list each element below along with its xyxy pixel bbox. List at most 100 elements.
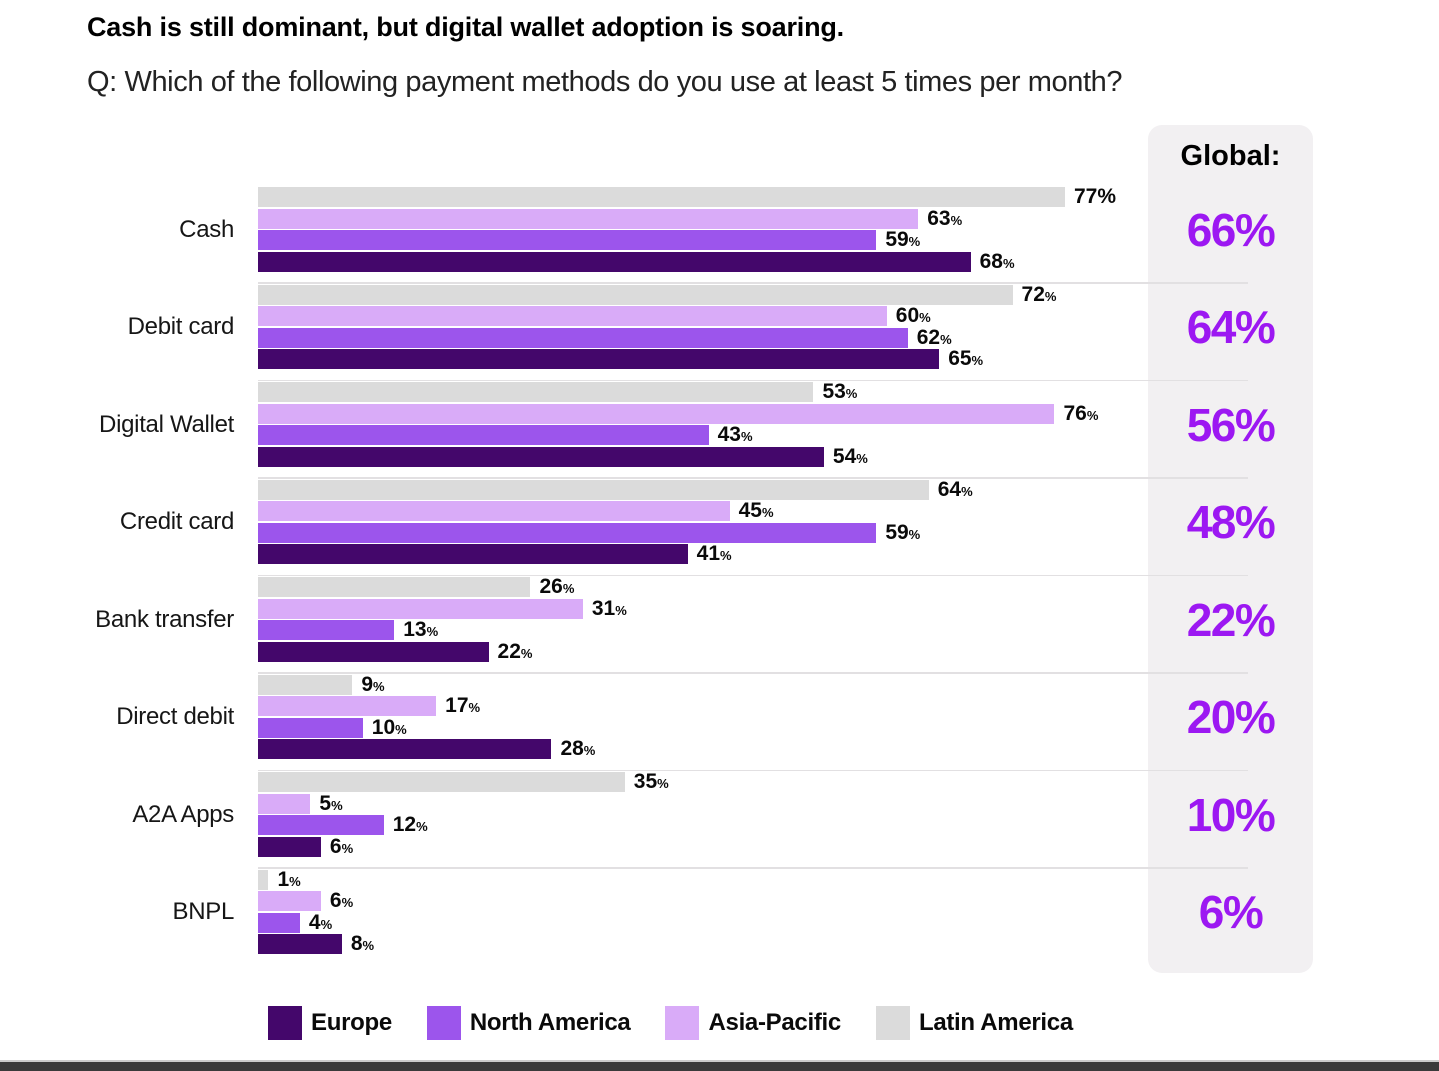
legend-item-asia-pacific: Asia-Pacific: [665, 1006, 841, 1040]
bar-latin-america: [258, 479, 929, 500]
percent-sign: %: [908, 526, 921, 542]
bar-north-america: [258, 425, 709, 446]
bar-value-label: 64%: [937, 477, 973, 501]
legend-item-north-america: North America: [426, 1006, 631, 1040]
percent-sign: %: [1002, 255, 1015, 271]
bar-europe: [258, 251, 971, 272]
percent-sign: %: [940, 331, 952, 347]
percent-sign: %: [961, 483, 973, 499]
percent-sign: %: [468, 700, 481, 716]
bar-group-bnpl: BNPL 1% 6% 4% 8% 6%: [0, 867, 1439, 966]
legend-swatch: [875, 1006, 910, 1040]
bar-value-label: 8%: [350, 932, 375, 956]
global-value: 20%: [1186, 691, 1276, 743]
bar-group-direct-debit: Direct debit 9% 17% 10% 28% 20%: [0, 672, 1439, 771]
bar-value-label: 6%: [329, 889, 354, 913]
bar-value-label: 12%: [392, 813, 428, 837]
bar-europe: [258, 934, 342, 955]
legend-swatch: [665, 1006, 700, 1040]
bar-value-label: 35%: [633, 770, 669, 793]
percent-sign: %: [426, 624, 439, 640]
bar-asia-pacific: [258, 208, 919, 229]
bar-value-label: 5%: [319, 791, 343, 815]
bar-value-label: 28%: [560, 737, 596, 761]
global-value: 66%: [1186, 203, 1276, 256]
bar-latin-america: [258, 284, 1013, 305]
row-separator: [258, 282, 1248, 284]
percent-sign: %: [289, 873, 301, 889]
percent-sign: %: [657, 776, 669, 791]
bar-value-label: 13%: [403, 618, 439, 642]
percent-sign: %: [950, 212, 963, 228]
percent-sign: %: [971, 353, 984, 369]
bar-value-label: 63%: [927, 206, 963, 230]
row-separator: [258, 769, 1248, 772]
bar-asia-pacific: [258, 501, 730, 522]
legend-item-europe: Europe: [268, 1006, 392, 1040]
category-label: A2A Apps: [132, 800, 234, 828]
global-value: 56%: [1186, 398, 1276, 451]
bar-value-label: 53%: [822, 380, 858, 403]
global-value: 6%: [1198, 886, 1264, 938]
bar-value-label: 76%: [1063, 401, 1099, 425]
percent-sign: %: [416, 819, 428, 835]
legend-item-latin-america: Latin America: [875, 1006, 1073, 1040]
bar-europe: [258, 836, 321, 857]
bar-europe: [258, 544, 688, 565]
percent-sign: %: [562, 581, 575, 596]
bar-value-label: 10%: [371, 715, 407, 739]
bar-group-credit-card: Credit card 64% 45% 59% 41% 48%: [0, 477, 1439, 576]
percent-sign: %: [395, 721, 407, 737]
bar-asia-pacific: [258, 306, 887, 327]
percent-sign: %: [1086, 407, 1099, 423]
percent-sign: %: [908, 234, 921, 250]
percent-sign: %: [341, 840, 354, 856]
percent-sign: %: [845, 386, 858, 401]
bar-latin-america: [258, 382, 814, 403]
bar-value-label: 72%: [1021, 282, 1057, 306]
bar-value-label: 43%: [717, 423, 753, 447]
bar-value-label: 4%: [308, 910, 333, 934]
bar-value-label: 6%: [329, 834, 354, 858]
global-value: 22%: [1186, 593, 1276, 646]
bar-value-label: 9%: [361, 672, 385, 696]
bar-value-label: 68%: [979, 249, 1015, 273]
bar-group-bank-transfer: Bank transfer 26% 31% 13% 22% 22%: [0, 574, 1439, 674]
bar-europe: [258, 641, 489, 662]
bar-value-label: 62%: [916, 325, 952, 349]
category-label: Cash: [179, 215, 234, 243]
category-label: BNPL: [172, 898, 235, 925]
percent-sign: %: [320, 916, 333, 932]
bar-value-label: 59%: [885, 520, 921, 544]
bar-latin-america: [258, 674, 353, 695]
bar-north-america: [258, 327, 908, 348]
global-value: 48%: [1186, 496, 1276, 548]
row-separator: [258, 867, 1248, 869]
percent-sign: %: [362, 938, 375, 954]
bar-group-a2a-apps: A2A Apps 35% 5% 12% 6% 10%: [0, 769, 1439, 869]
chart-title: Cash is still dominant, but digital wall…: [87, 12, 844, 42]
bar-group-debit-card: Debit card 72% 60% 62% 65% 64%: [0, 282, 1439, 381]
percent-sign: %: [720, 548, 732, 564]
percent-sign: %: [583, 743, 596, 759]
bar-north-america: [258, 815, 384, 836]
legend-swatch: [268, 1006, 302, 1040]
legend-swatch: [426, 1006, 461, 1040]
bar-value-label: 17%: [445, 694, 481, 718]
bar-asia-pacific: [258, 403, 1055, 424]
global-header-label: Global:: [1180, 140, 1281, 172]
global-value: 64%: [1186, 301, 1276, 353]
percent-sign: %: [1097, 185, 1116, 208]
bar-value-label: 45%: [738, 499, 774, 523]
bar-value-label: 77%: [1073, 185, 1116, 208]
bar-asia-pacific: [258, 891, 321, 912]
row-separator: [258, 379, 1248, 382]
bar-value-label: 41%: [696, 542, 732, 566]
bar-asia-pacific: [258, 793, 311, 814]
bar-europe: [258, 446, 824, 467]
bar-asia-pacific: [258, 696, 437, 717]
bar-latin-america: [258, 772, 625, 793]
percent-sign: %: [520, 645, 533, 661]
